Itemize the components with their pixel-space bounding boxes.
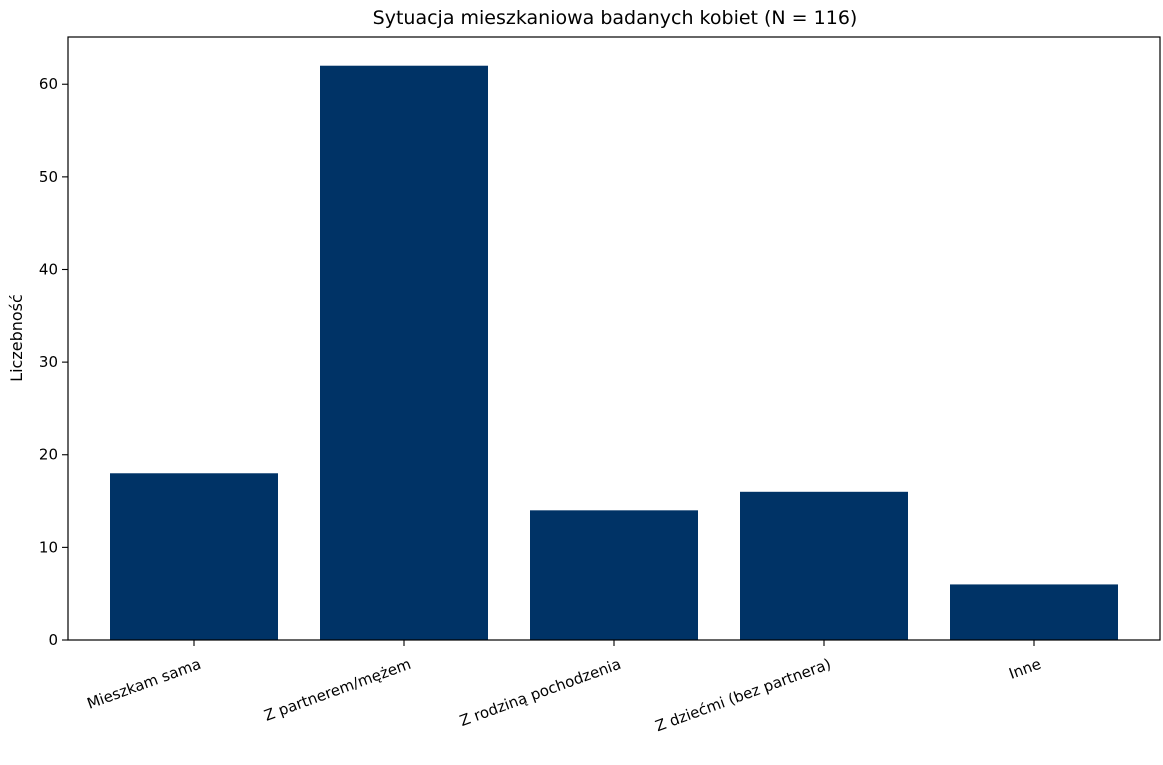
bar-2 xyxy=(530,510,698,640)
y-ticks-group: 0 10 20 30 40 50 60 xyxy=(39,75,68,649)
y-tick-label: 40 xyxy=(39,260,58,278)
y-tick-label: 0 xyxy=(48,631,58,649)
x-tick-label: Z partnerem/mężem xyxy=(262,655,414,725)
bar-3 xyxy=(740,491,908,640)
x-tick-label: Mieszkam sama xyxy=(85,655,204,713)
x-tick-label: Inne xyxy=(1007,655,1044,683)
y-tick-label: 20 xyxy=(39,446,58,464)
x-ticks-group: Mieszkam sama Z partnerem/mężem Z rodziną … xyxy=(85,640,1044,735)
x-tick-label: Z rodziną pochodzenia xyxy=(457,655,623,730)
y-tick-label: 60 xyxy=(39,75,58,93)
bars-group xyxy=(110,65,1118,640)
y-tick-label: 30 xyxy=(39,353,58,371)
y-tick-label: 50 xyxy=(39,168,58,186)
y-tick-label: 10 xyxy=(39,538,58,556)
y-axis-label: Liczebność xyxy=(7,294,26,382)
chart-title: Sytuacja mieszkaniowa badanych kobiet (N… xyxy=(373,7,858,29)
bar-4 xyxy=(950,584,1118,640)
bar-1 xyxy=(320,65,488,640)
bar-0 xyxy=(110,473,278,640)
plot-area-frame xyxy=(67,36,1161,641)
x-tick-label: Z dziećmi (bez partnera) xyxy=(653,655,834,735)
